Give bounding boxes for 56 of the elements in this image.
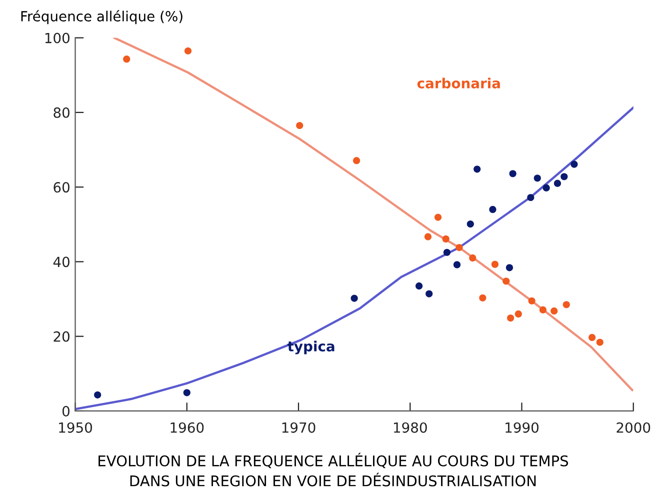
point [502,278,510,285]
text: EVOLUTION DE LA FREQUENCE ALLÉLIQUE AU COURS DU TEMPS [98,452,568,468]
point [474,166,481,173]
point [469,254,476,262]
x-tick-label: 1990 [506,422,538,433]
point [426,290,433,298]
point [443,248,450,256]
point [442,235,450,242]
point [453,261,461,268]
point [534,174,541,182]
point [562,301,570,308]
point [528,297,536,304]
point [596,338,604,346]
point [514,310,522,318]
y-tick-label: 20 [54,331,70,342]
y-tick-label: 0 [62,406,70,416]
text: carbonaria [417,78,500,88]
point [123,56,130,63]
point [554,180,562,187]
point [456,244,463,252]
point [94,391,102,398]
y-tick-label: 100 [45,32,70,44]
point [507,314,514,322]
point [296,122,304,130]
point [416,282,423,290]
y-tick-label: 40 [53,256,70,268]
text: typica [288,340,334,354]
point [479,294,486,302]
point [588,334,596,341]
line-series [113,38,634,392]
y-axis-title: Fréquence allélique (%) [21,10,182,24]
point [570,160,578,168]
point [434,214,442,221]
x-tick-label: 1980 [394,422,427,433]
point [506,264,514,272]
point [527,194,534,202]
point [560,173,568,180]
point [353,157,360,164]
point [350,294,358,302]
point [509,170,516,178]
point [550,307,558,314]
point [542,184,550,192]
x-tick-label: 1950 [59,422,92,433]
text: DANS UNE REGION EN VOIE DE DÉSINDUSTRIALISATION [130,472,536,486]
point [424,233,432,240]
point [183,389,190,396]
y-tick-label: 80 [54,107,70,118]
point [539,306,546,314]
x-tick-label: 2000 [616,422,650,433]
x-tick-label: 1960 [170,422,204,433]
point [466,220,474,228]
x-tick-label: 1970 [282,422,316,433]
point [491,260,498,268]
point [184,47,192,54]
y-tick-label: 60 [54,182,70,193]
point [489,206,496,213]
